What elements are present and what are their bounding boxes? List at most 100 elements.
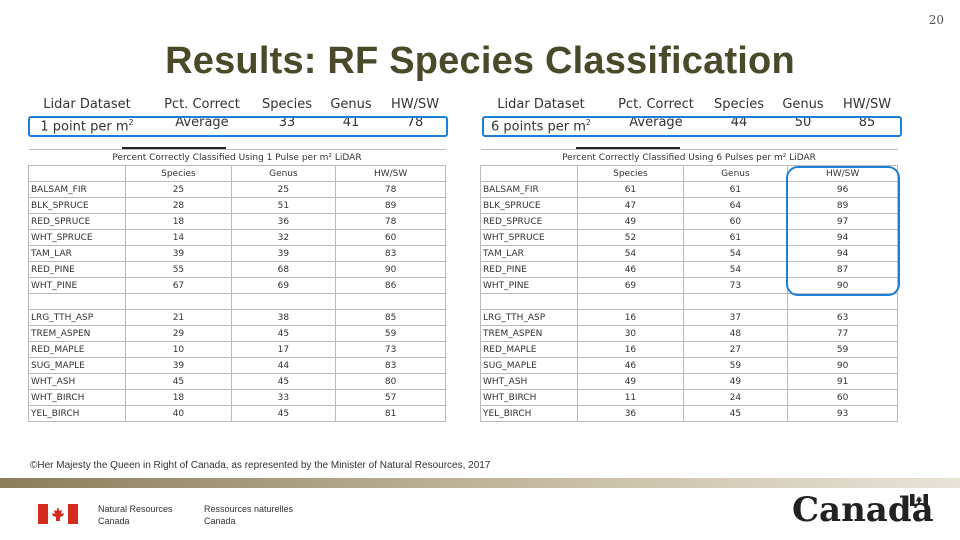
table-row: WHT_SPRUCE 14 32 60 <box>27 229 446 246</box>
results-table-1-pulse: Percent Correctly Classified Using 1 Pul… <box>27 149 446 422</box>
value-cell: 10 <box>125 341 232 358</box>
dept-name-fr: Ressources naturelles Canada <box>204 504 294 526</box>
value-cell: 17 <box>230 341 337 358</box>
value-cell: 97 <box>787 213 898 230</box>
value-cell: 90 <box>787 357 898 374</box>
value-cell: 59 <box>787 341 898 358</box>
table-row: BLK_SPRUCE 28 51 89 <box>27 197 446 214</box>
species-name-cell: WHT_SPRUCE <box>479 229 579 246</box>
value-cell: 59 <box>682 357 789 374</box>
footer <box>0 488 960 540</box>
table-row: TREM_ASPEN 29 45 59 <box>27 325 446 342</box>
hwsw-value: 85 <box>858 115 876 130</box>
value-cell: 55 <box>125 261 232 278</box>
species-name-cell: LRG_TTH_ASP <box>27 309 127 326</box>
species-name-cell: RED_MAPLE <box>27 341 127 358</box>
value-cell: 85 <box>335 309 446 326</box>
species-name-cell: BLK_SPRUCE <box>27 197 127 214</box>
value-cell: 45 <box>682 405 789 422</box>
value-cell: 96 <box>787 181 898 198</box>
value-cell: 60 <box>682 213 789 230</box>
value-cell: 78 <box>335 213 446 230</box>
value-cell: 30 <box>577 325 684 342</box>
table-row: LRG_TTH_ASP 21 38 85 <box>27 309 446 326</box>
table-row: RED_PINE 55 68 90 <box>27 261 446 278</box>
value-cell: 63 <box>787 309 898 326</box>
value-cell: 52 <box>577 229 684 246</box>
table-header-row: Species Genus HW/SW <box>479 165 898 182</box>
value-cell: 18 <box>125 213 232 230</box>
species-name-cell: WHT_ASH <box>27 373 127 390</box>
value-cell: 46 <box>577 357 684 374</box>
value-cell: 69 <box>230 277 337 294</box>
page-title: Results: RF Species Classification <box>165 40 795 82</box>
genus-value: 41 <box>342 115 360 130</box>
table-caption-row: Percent Correctly Classified Using 1 Pul… <box>28 149 446 166</box>
species-value: 33 <box>278 115 296 130</box>
dept-name-en: Natural Resources Canada <box>98 504 173 526</box>
value-cell: 44 <box>230 357 337 374</box>
species-name-cell: RED_SPRUCE <box>479 213 579 230</box>
value-cell: 32 <box>230 229 337 246</box>
species-value: 44 <box>730 115 748 130</box>
value-cell: 54 <box>577 245 684 262</box>
value-cell: 37 <box>682 309 789 326</box>
dataset-value: 6 points per m2 <box>491 118 591 135</box>
summary-dataset: Lidar Dataset 6 points per m2 <box>482 96 600 134</box>
value-cell: 77 <box>787 325 898 342</box>
species-name-cell: BLK_SPRUCE <box>479 197 579 214</box>
summary-hwsw: HW/SW 85 <box>836 96 898 132</box>
column-header-species: Species <box>125 165 232 182</box>
value-cell: 80 <box>335 373 446 390</box>
species-name-cell: TREM_ASPEN <box>27 325 127 342</box>
pct-value: Average <box>629 115 683 130</box>
column-header-species: Species <box>577 165 684 182</box>
value-cell: 25 <box>125 181 232 198</box>
value-cell: 69 <box>577 277 684 294</box>
spacer-cell <box>787 293 898 310</box>
value-cell: 73 <box>682 277 789 294</box>
value-cell: 57 <box>335 389 446 406</box>
value-cell: 24 <box>682 389 789 406</box>
spacer-cell <box>335 293 446 310</box>
table-caption-row: Percent Correctly Classified Using 6 Pul… <box>480 149 898 166</box>
species-name-cell: YEL_BIRCH <box>27 405 127 422</box>
value-cell: 81 <box>335 405 446 422</box>
column-header-hwsw: HW/SW <box>787 165 898 182</box>
value-cell: 27 <box>682 341 789 358</box>
header-divider <box>576 147 680 149</box>
pct-header: Pct. Correct <box>618 97 694 112</box>
summary-right: Lidar Dataset 6 points per m2 Pct. Corre… <box>0 96 960 134</box>
value-cell: 39 <box>125 245 232 262</box>
header-divider <box>122 147 226 149</box>
value-cell: 28 <box>125 197 232 214</box>
value-cell: 61 <box>682 181 789 198</box>
summary-pct: Pct. Correct Average <box>604 96 708 132</box>
pct-header: Pct. Correct <box>164 97 240 112</box>
value-cell: 61 <box>682 229 789 246</box>
species-name-cell: RED_PINE <box>27 261 127 278</box>
species-name-cell: WHT_BIRCH <box>27 389 127 406</box>
column-header-hwsw: HW/SW <box>335 165 446 182</box>
table-header-row: Species Genus HW/SW <box>27 165 446 182</box>
value-cell: 18 <box>125 389 232 406</box>
header-blank <box>27 165 127 182</box>
column-header-genus: Genus <box>682 165 789 182</box>
value-cell: 60 <box>335 229 446 246</box>
group-spacer <box>479 293 898 310</box>
column-header-genus: Genus <box>230 165 337 182</box>
value-cell: 90 <box>335 261 446 278</box>
spacer-cell <box>682 293 789 310</box>
species-name-cell: WHT_ASH <box>479 373 579 390</box>
value-cell: 59 <box>335 325 446 342</box>
value-cell: 47 <box>577 197 684 214</box>
summary-pct: Pct. Correct Average <box>150 96 254 132</box>
table-row: BALSAM_FIR 61 61 96 <box>479 181 898 198</box>
value-cell: 45 <box>230 373 337 390</box>
table-row: WHT_BIRCH 18 33 57 <box>27 389 446 406</box>
summary-species: Species 44 <box>710 96 768 132</box>
summary-species: Species 33 <box>258 96 316 132</box>
species-name-cell: TAM_LAR <box>27 245 127 262</box>
table-row: TREM_ASPEN 30 48 77 <box>479 325 898 342</box>
species-name-cell: BALSAM_FIR <box>27 181 127 198</box>
